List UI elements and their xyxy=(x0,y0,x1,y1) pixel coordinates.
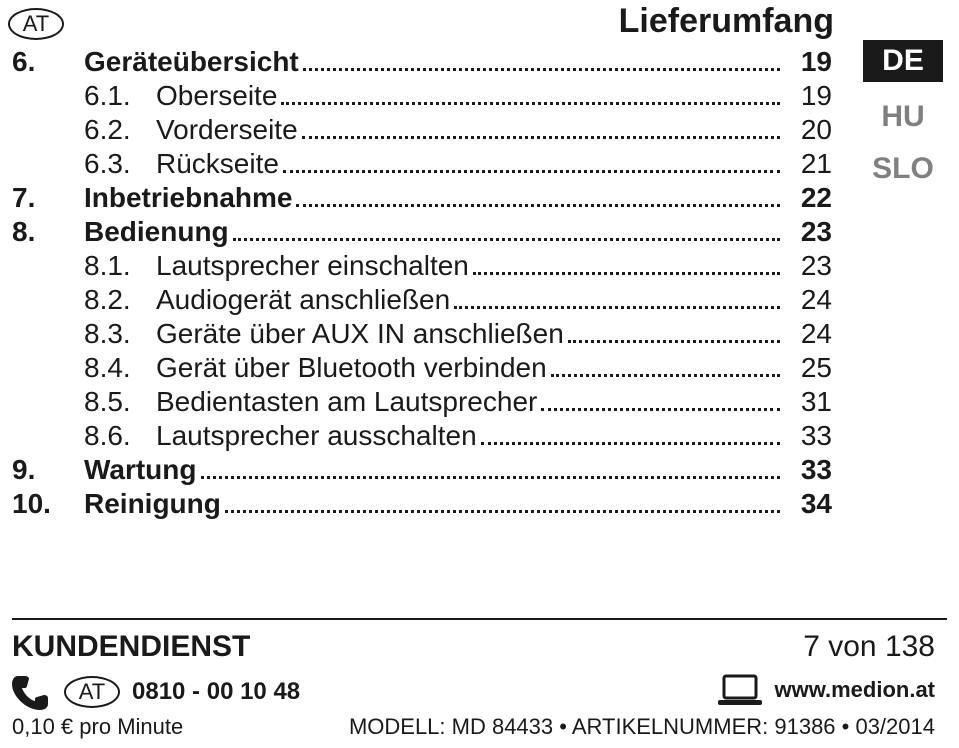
toc-label: Lautsprecher einschalten xyxy=(156,250,469,282)
toc-num: 8.2. xyxy=(12,284,156,316)
toc-row: 6.3.Rückseite 21 xyxy=(12,148,832,180)
toc-num: 8. xyxy=(12,216,84,248)
toc-leader-dots xyxy=(541,394,780,411)
toc-num: 8.1. xyxy=(12,250,156,282)
page-root: AT Lieferumfang DE HU SLO 6.Geräteübersi… xyxy=(0,0,959,748)
toc-row: 8.5.Bedientasten am Lautsprecher 31 xyxy=(12,386,832,418)
phone-icon xyxy=(12,674,52,710)
toc-page: 23 xyxy=(784,216,832,248)
toc-leader-dots xyxy=(481,428,780,445)
toc-page: 20 xyxy=(784,114,832,146)
call-rate: 0,10 € pro Minute xyxy=(12,714,183,740)
toc-page: 19 xyxy=(784,46,832,78)
toc-row: 8.1.Lautsprecher einschalten 23 xyxy=(12,250,832,282)
toc-row: 10.Reinigung 34 xyxy=(12,488,832,520)
website-url: www.medion.at xyxy=(774,677,935,703)
toc-label: Rückseite xyxy=(156,148,279,180)
toc-num: 6.3. xyxy=(12,148,156,180)
toc-page: 22 xyxy=(784,182,832,214)
toc-leader-dots xyxy=(225,496,780,513)
country-badge-top: AT xyxy=(8,8,64,40)
toc-num: 6. xyxy=(12,46,84,78)
lang-other-1: SLO xyxy=(863,152,943,186)
toc-leader-dots xyxy=(473,258,780,275)
footer: KUNDENDIENST 7 von 138 AT 0810 - 00 10 4… xyxy=(0,618,959,748)
toc-page: 24 xyxy=(784,284,832,316)
page-indicator: 7 von 138 xyxy=(803,630,935,664)
toc-row: 6.2.Vorderseite 20 xyxy=(12,114,832,146)
toc-leader-dots xyxy=(454,292,780,309)
model-line: MODELL: MD 84433 • ARTIKELNUMMER: 91386 … xyxy=(349,714,935,740)
toc-leader-dots xyxy=(233,224,780,241)
toc-num: 8.6. xyxy=(12,420,156,452)
toc-page: 33 xyxy=(784,420,832,452)
toc-leader-dots xyxy=(283,156,780,173)
toc-row: 8.3.Geräte über AUX IN anschließen 24 xyxy=(12,318,832,350)
country-badge-top-label: AT xyxy=(23,11,49,37)
toc-row: 8.2.Audiogerät anschließen 24 xyxy=(12,284,832,316)
toc-label: Geräteübersicht xyxy=(84,46,299,78)
toc-num: 10. xyxy=(12,488,84,520)
laptop-icon xyxy=(718,674,762,706)
toc-row: 9.Wartung 33 xyxy=(12,454,832,486)
toc-num: 6.2. xyxy=(12,114,156,146)
toc-label: Lautsprecher ausschalten xyxy=(156,420,477,452)
toc-num: 6.1. xyxy=(12,80,156,112)
country-badge-footer: AT xyxy=(64,676,120,708)
toc-row: 8.6.Lautsprecher ausschalten 33 xyxy=(12,420,832,452)
toc-page: 19 xyxy=(784,80,832,112)
toc-leader-dots xyxy=(296,190,780,207)
toc-label: Bedienung xyxy=(84,216,229,248)
footer-rule xyxy=(12,618,947,620)
toc-row: 8.Bedienung 23 xyxy=(12,216,832,248)
toc-num: 7. xyxy=(12,182,84,214)
toc-leader-dots xyxy=(281,88,780,105)
toc-leader-dots xyxy=(303,54,780,71)
toc-row: 6.Geräteübersicht 19 xyxy=(12,46,832,78)
toc-row: 8.4.Gerät über Bluetooth verbinden 25 xyxy=(12,352,832,384)
toc-num: 9. xyxy=(12,454,84,486)
toc-page: 33 xyxy=(784,454,832,486)
country-badge-footer-label: AT xyxy=(79,679,105,705)
toc-page: 31 xyxy=(784,386,832,418)
toc-leader-dots xyxy=(201,462,781,479)
section-title: Lieferumfang xyxy=(619,2,834,41)
phone-number: 0810 - 00 10 48 xyxy=(132,678,300,706)
toc-page: 21 xyxy=(784,148,832,180)
toc-label: Bedientasten am Lautsprecher xyxy=(156,386,537,418)
toc-label: Vorderseite xyxy=(156,114,298,146)
toc-leader-dots xyxy=(568,326,780,343)
web-row: www.medion.at xyxy=(718,674,935,706)
toc-leader-dots xyxy=(551,360,780,377)
toc-label: Geräte über AUX IN anschließen xyxy=(156,318,564,350)
toc-num: 8.5. xyxy=(12,386,156,418)
toc-page: 24 xyxy=(784,318,832,350)
toc-row: 6.1.Oberseite 19 xyxy=(12,80,832,112)
toc-label: Wartung xyxy=(84,454,197,486)
lang-active: DE xyxy=(863,40,943,82)
toc-row: 7.Inbetriebnahme 22 xyxy=(12,182,832,214)
lang-other-0: HU xyxy=(863,100,943,134)
toc-label: Reinigung xyxy=(84,488,221,520)
toc-label: Gerät über Bluetooth verbinden xyxy=(156,352,547,384)
toc-num: 8.3. xyxy=(12,318,156,350)
toc-page: 25 xyxy=(784,352,832,384)
toc-page: 23 xyxy=(784,250,832,282)
phone-row: AT 0810 - 00 10 48 xyxy=(12,674,300,710)
toc-page: 34 xyxy=(784,488,832,520)
toc-label: Inbetriebnahme xyxy=(84,182,292,214)
toc-label: Audiogerät anschließen xyxy=(156,284,450,316)
toc-num: 8.4. xyxy=(12,352,156,384)
toc-label: Oberseite xyxy=(156,80,277,112)
toc-leader-dots xyxy=(302,122,780,139)
service-label: KUNDENDIENST xyxy=(12,630,250,664)
language-column: DE HU SLO xyxy=(863,40,943,186)
table-of-contents: 6.Geräteübersicht196.1.Oberseite196.2.Vo… xyxy=(12,46,832,522)
